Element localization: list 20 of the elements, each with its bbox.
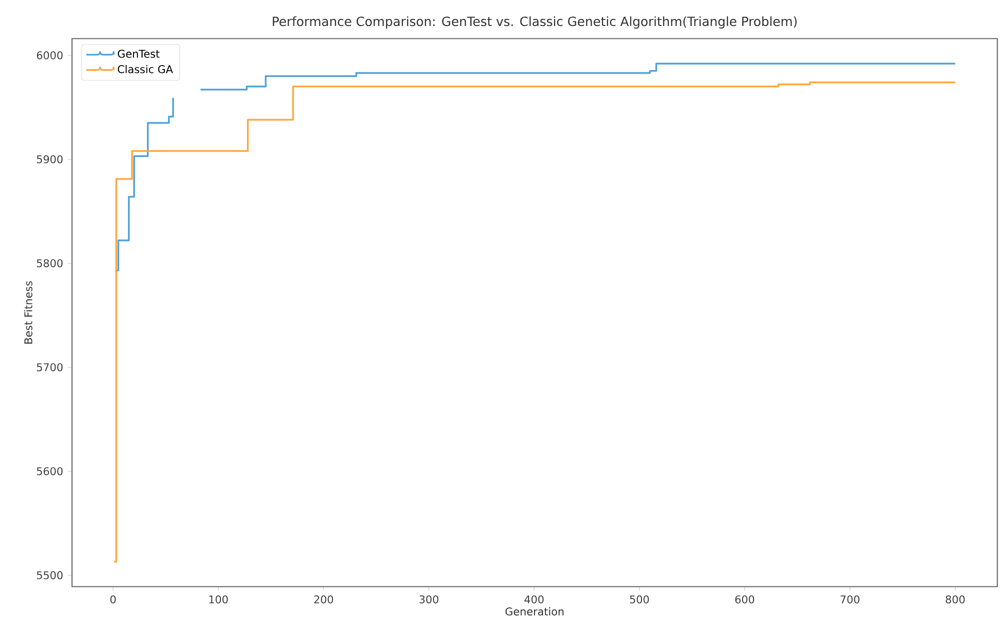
y-tick-label: 5800 xyxy=(36,259,63,268)
x-tick-label: 300 xyxy=(420,595,438,604)
legend-label: GenTest xyxy=(118,50,160,58)
y-tick-label: 5600 xyxy=(36,467,63,476)
y-tick-label: 5500 xyxy=(36,571,63,580)
y-tick-label: 5700 xyxy=(36,363,63,372)
legend-label: Classic GA xyxy=(118,64,173,74)
y-axis-title: Best Fitness xyxy=(24,281,32,344)
x-tick-label: 800 xyxy=(946,595,965,604)
y-tick-label: 5900 xyxy=(36,155,63,164)
x-tick-label: 700 xyxy=(840,595,860,604)
y-tick-label: 6000 xyxy=(36,51,63,60)
x-tick-label: 200 xyxy=(314,595,334,604)
x-tick-label: 0 xyxy=(110,595,116,604)
x-tick-label: 400 xyxy=(524,595,544,604)
x-tick-label: 100 xyxy=(209,595,228,604)
chart-title: Performance Comparison: GenTest vs. Classic Genetic Algorithm(Triangle Problem) xyxy=(272,16,797,29)
x-tick-label: 500 xyxy=(630,595,649,604)
x-axis-title: Generation xyxy=(506,607,564,616)
x-tick-label: 600 xyxy=(735,595,754,604)
